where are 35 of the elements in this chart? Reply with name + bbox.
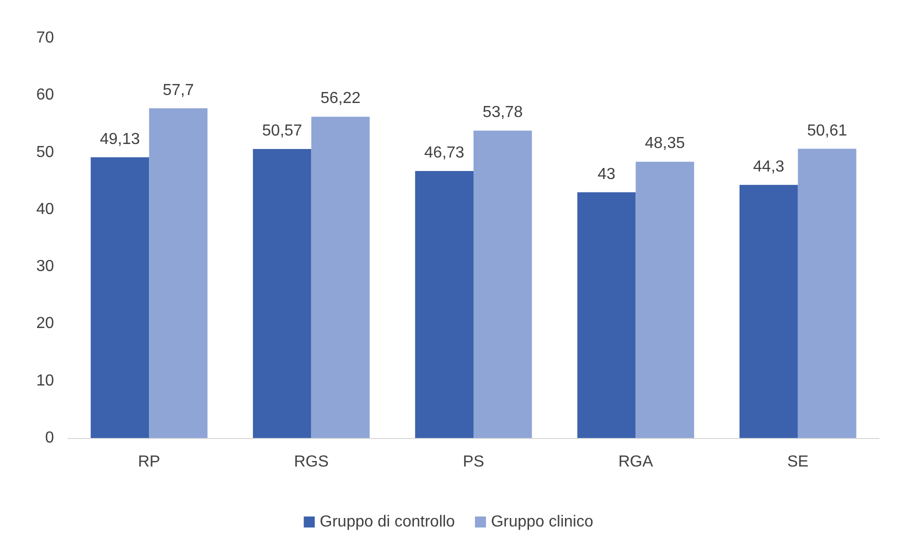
- data-label: 49,13: [100, 130, 140, 148]
- x-tick-label: RGA: [618, 454, 654, 470]
- legend-label: Gruppo di controllo: [320, 514, 456, 530]
- bar: [577, 192, 636, 438]
- bar: [798, 148, 856, 438]
- bar: [474, 130, 532, 438]
- data-label: 50,61: [807, 122, 848, 140]
- bar: [149, 108, 208, 438]
- y-tick-label: 0: [45, 430, 54, 446]
- y-tick-label: 60: [36, 86, 54, 104]
- data-label: 57,7: [162, 82, 194, 99]
- x-tick-label: SE: [787, 454, 809, 470]
- y-tick-label: 40: [36, 200, 54, 218]
- x-tick-label: PS: [462, 454, 484, 470]
- bar: [90, 157, 150, 438]
- data-label: 56,22: [320, 90, 361, 108]
- x-tick-label: RP: [138, 454, 160, 470]
- y-tick-label: 10: [36, 372, 54, 390]
- data-label: 53,78: [482, 104, 523, 122]
- bar: [636, 162, 694, 438]
- data-label: 43: [598, 166, 616, 183]
- data-label: 48,35: [644, 135, 686, 152]
- data-label: 44,3: [753, 158, 784, 176]
- y-tick-label: 30: [36, 258, 54, 276]
- y-tick-label: 70: [36, 30, 54, 46]
- x-tick-label: RGS: [294, 454, 329, 470]
- legend-label: Gruppo clinico: [490, 514, 594, 530]
- y-tick-label: 20: [36, 315, 54, 332]
- bar: [740, 184, 798, 438]
- y-tick-label: 50: [36, 144, 54, 161]
- data-label: 46,73: [424, 144, 464, 162]
- bar: [415, 170, 474, 438]
- data-label: 50,57: [262, 122, 302, 140]
- bar: [252, 149, 312, 438]
- bar: [311, 116, 370, 438]
